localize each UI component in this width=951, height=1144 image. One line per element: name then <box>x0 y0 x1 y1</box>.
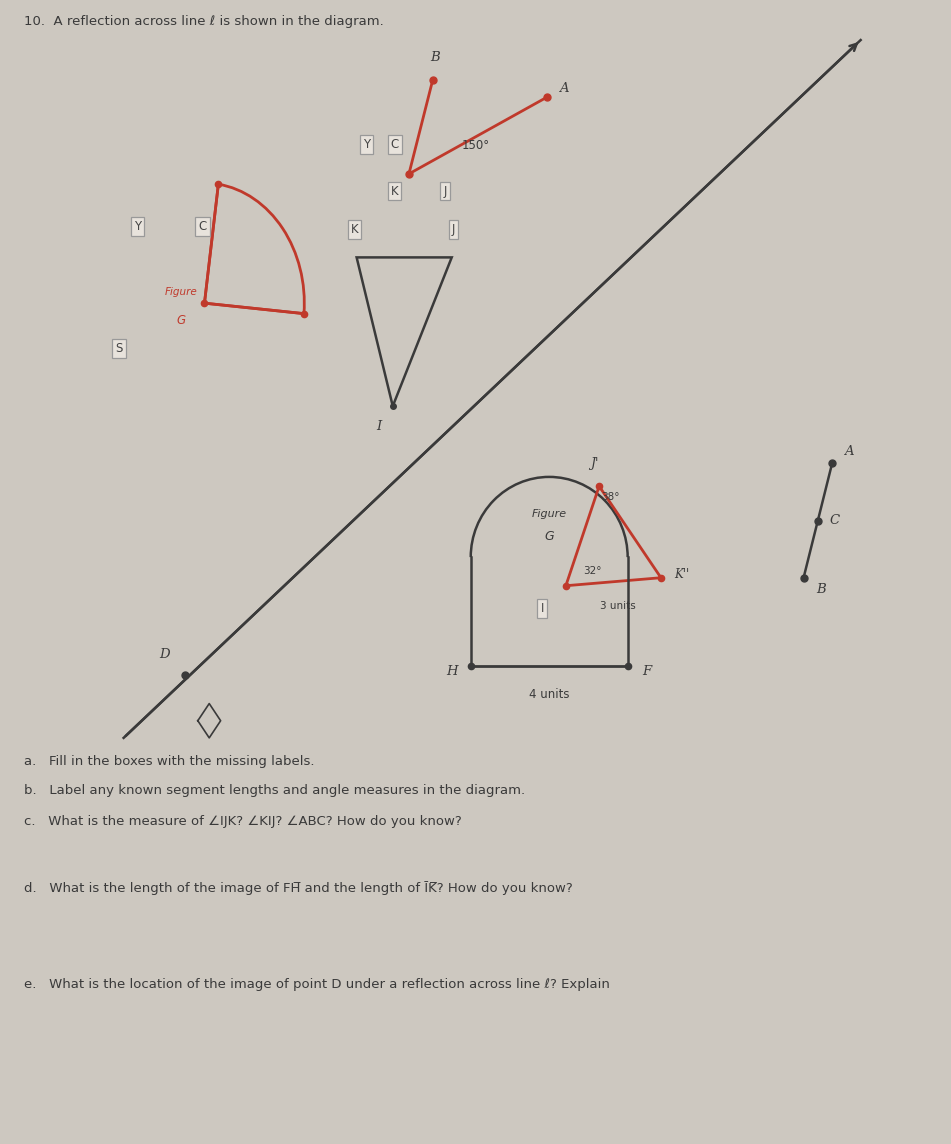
Text: F: F <box>642 665 651 678</box>
Text: 10.  A reflection across line ℓ is shown in the diagram.: 10. A reflection across line ℓ is shown … <box>24 15 383 27</box>
Text: I: I <box>540 602 544 615</box>
Text: 3 units: 3 units <box>600 601 636 611</box>
Text: C: C <box>199 220 206 233</box>
Text: Y: Y <box>362 137 370 151</box>
Text: G: G <box>544 530 554 543</box>
Text: A: A <box>559 81 569 95</box>
Text: b.   Label any known segment lengths and angle measures in the diagram.: b. Label any known segment lengths and a… <box>24 784 525 796</box>
Text: C: C <box>391 137 398 151</box>
Text: I: I <box>376 420 381 434</box>
Text: S: S <box>115 342 123 356</box>
Text: K: K <box>351 223 359 237</box>
Text: K'': K'' <box>674 567 689 581</box>
Text: 150°: 150° <box>461 138 490 152</box>
Text: 38°: 38° <box>601 492 620 502</box>
Text: c.   What is the measure of ∠IJK? ∠KIJ? ∠ABC? How do you know?: c. What is the measure of ∠IJK? ∠KIJ? ∠A… <box>24 815 461 827</box>
Text: Figure: Figure <box>532 509 567 518</box>
Text: J: J <box>443 184 447 198</box>
Text: B: B <box>431 50 440 64</box>
Text: d.   What is the length of the image of FH̅ and the length of ĪK̅? How do you kn: d. What is the length of the image of FH… <box>24 881 573 895</box>
Text: H: H <box>446 665 457 678</box>
Text: D: D <box>159 648 170 661</box>
Text: a.   Fill in the boxes with the missing labels.: a. Fill in the boxes with the missing la… <box>24 755 314 768</box>
Text: 4 units: 4 units <box>529 688 570 701</box>
Text: e.   What is the location of the image of point D under a reflection across line: e. What is the location of the image of … <box>24 978 610 991</box>
Text: B: B <box>816 582 825 596</box>
Text: A: A <box>844 445 854 459</box>
Text: K: K <box>391 184 398 198</box>
Text: 32°: 32° <box>583 566 602 577</box>
Text: C: C <box>830 514 840 527</box>
Text: J: J <box>452 223 456 237</box>
Text: J': J' <box>591 456 598 470</box>
Text: Y: Y <box>134 220 142 233</box>
Text: G: G <box>176 313 185 327</box>
Text: Figure: Figure <box>165 287 197 296</box>
